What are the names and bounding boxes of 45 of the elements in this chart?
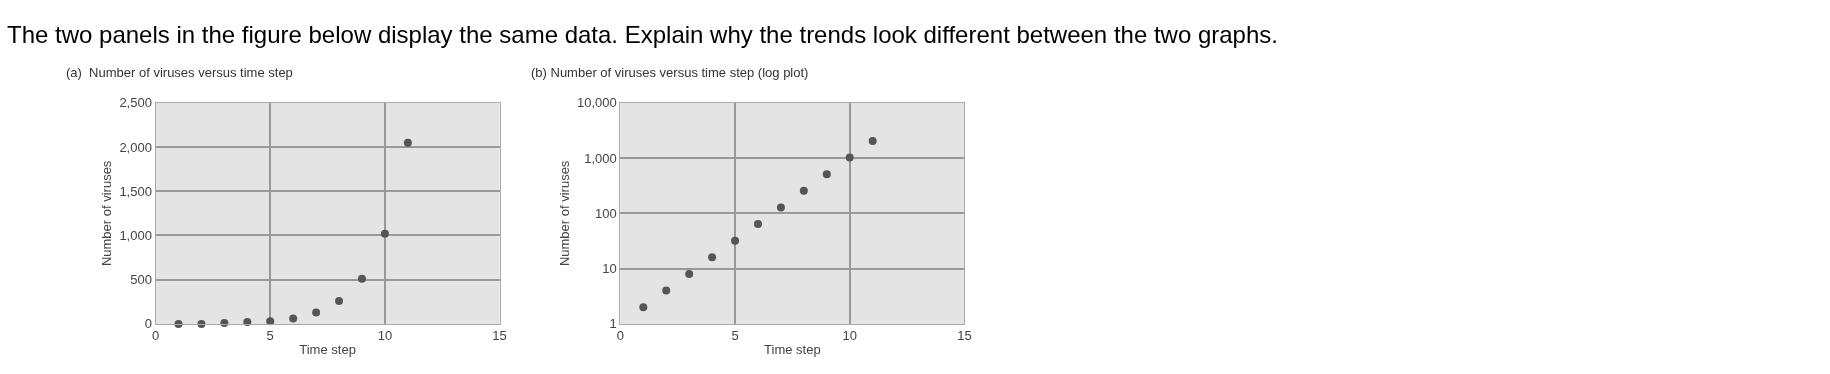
y-axis-title: Number of viruses	[99, 160, 115, 267]
chart-title: (a) Number of viruses versus time step	[66, 65, 293, 80]
y-tick-label: 1,000	[584, 150, 617, 166]
point	[312, 308, 321, 317]
point	[776, 203, 785, 212]
y-tick-label: 2,500	[119, 95, 152, 111]
x-axis-title: Time step	[764, 342, 821, 358]
y-axis-title: Number of viruses	[556, 160, 572, 267]
point	[380, 229, 389, 238]
y-tick-label: 2,000	[119, 139, 152, 155]
point	[403, 138, 412, 147]
point	[243, 318, 252, 327]
point	[822, 170, 831, 179]
point	[357, 274, 366, 283]
point	[639, 303, 648, 312]
y-tick-label: 1	[609, 316, 617, 332]
point	[197, 319, 206, 328]
point	[708, 253, 717, 262]
point	[220, 319, 229, 327]
text: The two panels in the figure below display the same data. Explain why the trends look different between the two graphs.	[7, 21, 1278, 48]
point	[731, 236, 740, 245]
y-tick-label: 500	[130, 272, 152, 288]
point	[753, 220, 762, 229]
x-axis-title: Time step	[299, 342, 356, 358]
x-tick-label: 5	[731, 328, 739, 344]
chart-title: (b) Number of viruses versus time step (log plot)	[531, 65, 809, 80]
y-tick-label: 1,500	[119, 183, 152, 199]
point	[845, 153, 854, 162]
point	[685, 269, 694, 278]
x-tick-label: 5	[266, 328, 274, 344]
y-tick-label: 1,000	[119, 228, 152, 244]
x-tick-label: 10	[377, 328, 393, 344]
y-tick-label: 0	[144, 316, 152, 332]
y-tick-label: 10,000	[577, 95, 617, 111]
x-tick-label: 15	[957, 328, 972, 344]
y-tick-label: 10	[602, 261, 617, 277]
point	[289, 314, 298, 323]
point	[266, 317, 275, 326]
point	[799, 186, 808, 195]
point	[868, 136, 877, 145]
y-tick-label: 100	[595, 205, 617, 221]
point	[662, 286, 671, 295]
x-tick-label: 15	[492, 328, 507, 344]
point	[335, 296, 344, 305]
x-tick-label: 10	[842, 328, 857, 344]
